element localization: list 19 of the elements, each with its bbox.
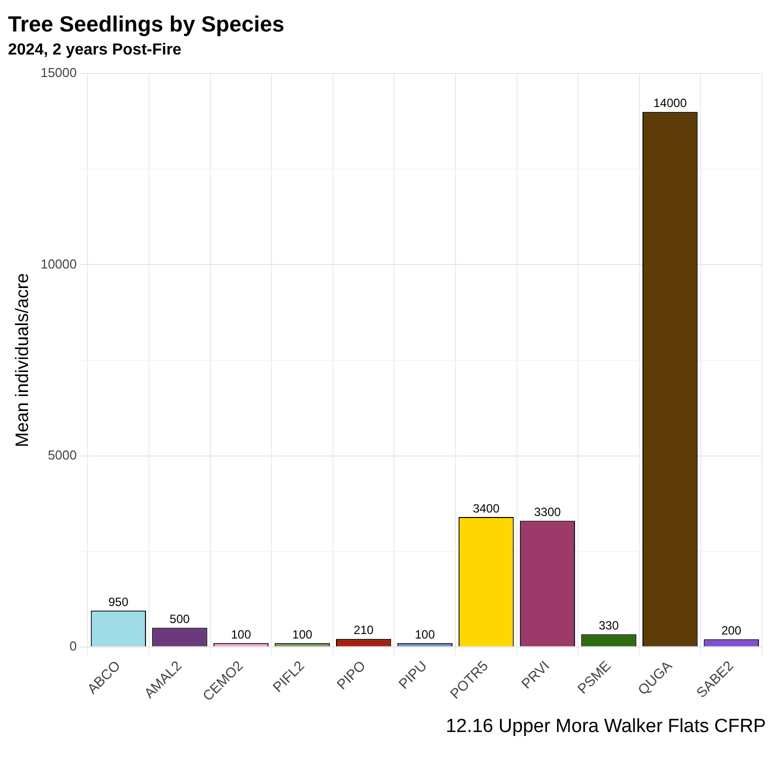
data-label: 210	[354, 623, 374, 638]
data-label: 14000	[653, 96, 688, 110]
data-label: 3400	[472, 501, 500, 516]
data-label: 950	[108, 594, 129, 609]
y-tick-label: 0	[70, 638, 77, 654]
data-label: 100	[414, 627, 436, 642]
data-label: 330	[598, 618, 620, 633]
y-tick-label: 5000	[48, 447, 77, 462]
data-label: 100	[230, 627, 252, 642]
y-axis-title: Mean individuals/acre	[12, 273, 32, 448]
y-tick-label: 15000	[40, 65, 77, 80]
chart-subtitle: 2024, 2 years Post-Fire	[8, 41, 182, 58]
data-label: 500	[170, 612, 190, 626]
y-tick-label: 10000	[40, 256, 77, 272]
data-label: 100	[292, 627, 313, 642]
data-label: 200	[721, 624, 742, 638]
chart-title: Tree Seedlings by Species	[8, 11, 284, 36]
text: 12.16 Upper Mora Walker Flats CFRP	[444, 716, 766, 738]
data-label: 3300	[534, 505, 562, 520]
